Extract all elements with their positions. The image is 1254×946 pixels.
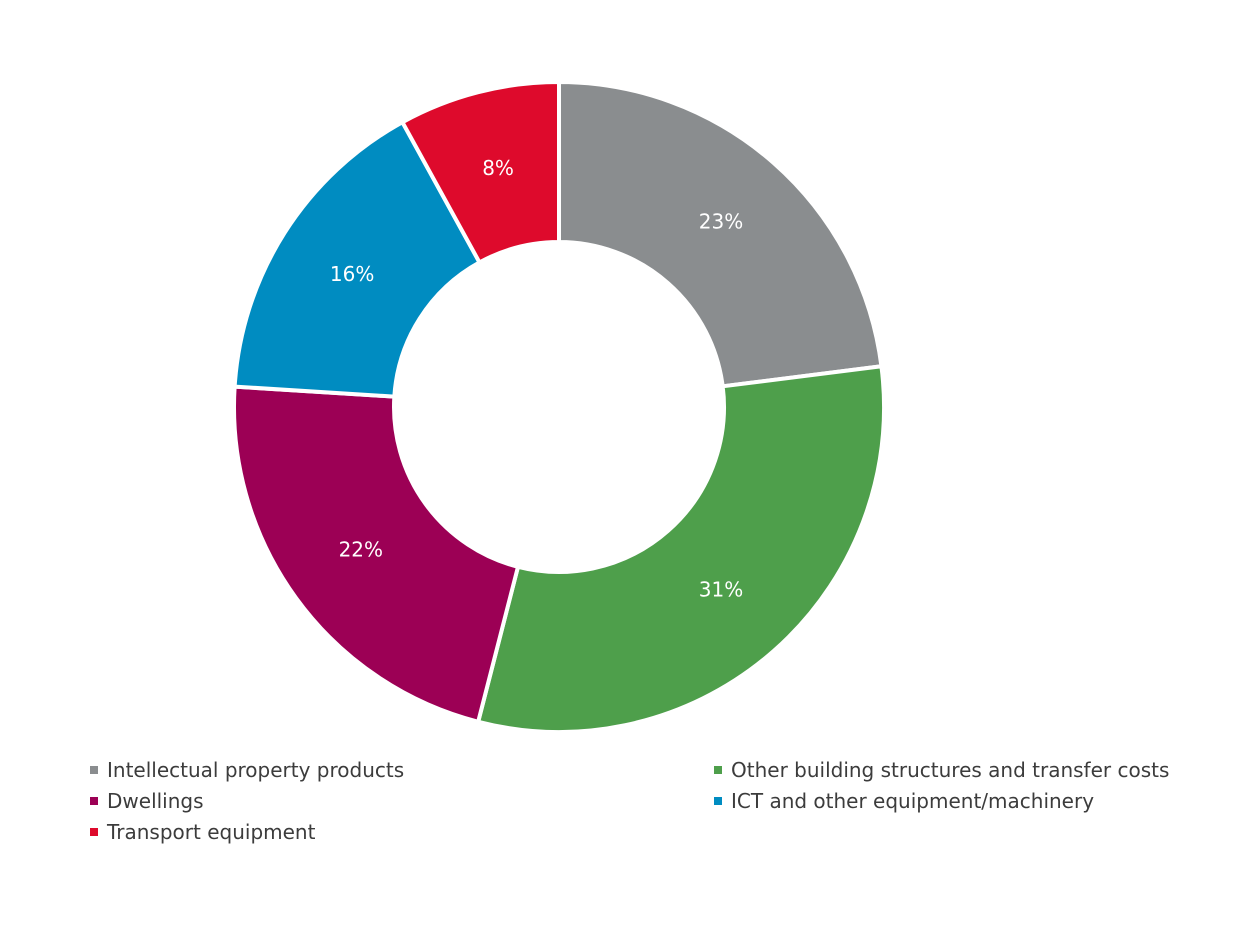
slice-ict-and-other-equipment-machinery <box>232 119 483 399</box>
slice-label-other-building-structures-and-transfer-costs: 31% <box>699 577 743 601</box>
slice-dwellings <box>232 384 521 725</box>
slice-label-intellectual-property-products: 23% <box>699 210 743 234</box>
slice-label-ict-and-other-equipment-machinery: 16% <box>330 262 374 286</box>
slice-label-transport-equipment: 8% <box>482 156 514 180</box>
slice-labels: 23% 31% 22% 16% 8% <box>330 156 743 601</box>
donut-slices <box>232 79 886 734</box>
slice-label-dwellings: 22% <box>339 538 383 562</box>
slice-transport-equipment <box>399 79 561 266</box>
slice-other-building-structures-and-transfer-costs <box>475 364 886 734</box>
slice-intellectual-property-products <box>557 79 884 389</box>
